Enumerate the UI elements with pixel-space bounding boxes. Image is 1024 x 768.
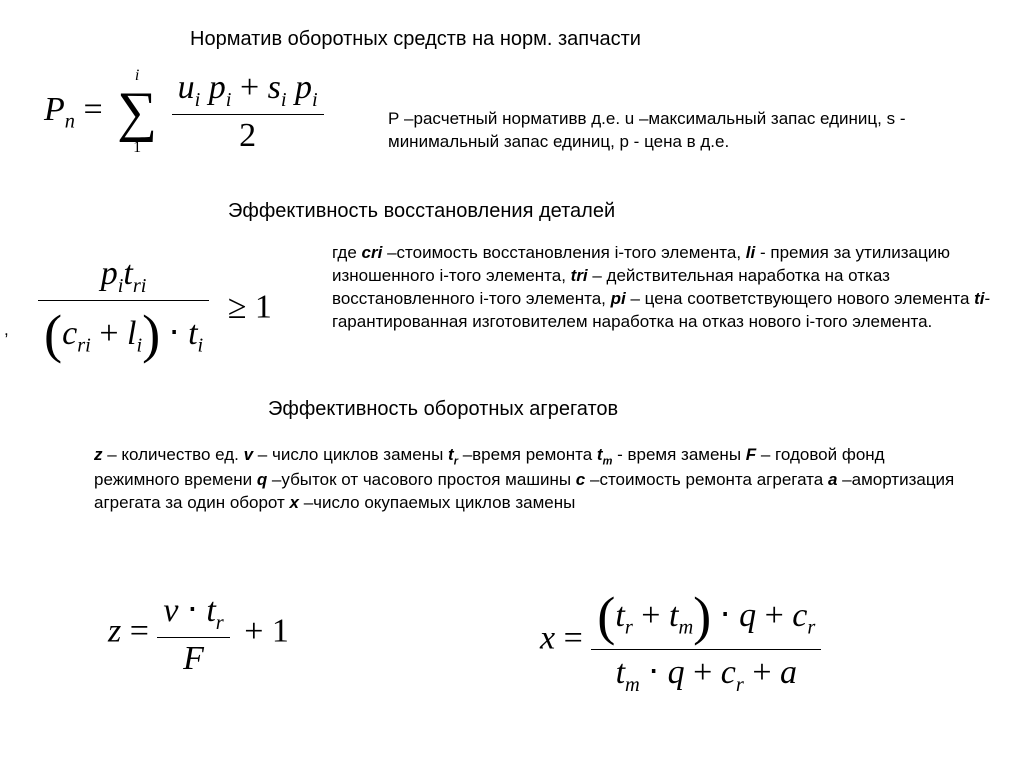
- geq-sign: ≥: [228, 289, 255, 326]
- fraction-2: pitri (cri + li) ⋅ ti: [38, 255, 209, 365]
- denom-1: 2: [172, 115, 324, 155]
- s3-b5: F: [746, 445, 756, 464]
- formula-eff: pitri (cri + li) ⋅ ti ≥ 1: [38, 255, 272, 365]
- sub-n: n: [65, 111, 75, 133]
- plus-one: +: [244, 613, 272, 650]
- one: 1: [255, 289, 272, 326]
- var-P: P: [44, 91, 65, 128]
- s2-b4: pi: [611, 289, 626, 308]
- numer-x: (tr + tm) ⋅ q + cr: [591, 585, 821, 650]
- sigma-symbol: ∑: [117, 84, 157, 140]
- s2-p1: –стоимость восстановления i-того элемент…: [382, 243, 745, 262]
- s3-b7: c: [576, 470, 585, 489]
- page: Норматив оборотных средств на норм. запч…: [0, 0, 1024, 768]
- formula-z: z = v ⋅ tr F + 1: [108, 590, 289, 678]
- section1-heading: Норматив оборотных средств на норм. запч…: [190, 28, 641, 51]
- s3-p7: –стоимость ремонта агрегата: [585, 470, 828, 489]
- s3-b9: x: [290, 493, 299, 512]
- s2-p4: – цена соответствующего нового элемента: [626, 289, 974, 308]
- s3-p2: – число циклов замены: [253, 445, 448, 464]
- s2-b3: tri: [571, 266, 588, 285]
- one-z: 1: [272, 613, 289, 650]
- section2-desc: где cri –стоимость восстановления i-того…: [332, 242, 992, 334]
- var-z: z: [108, 613, 121, 650]
- eq-sign: =: [83, 91, 111, 128]
- s3-p9: –число окупаемых циклов замены: [299, 493, 575, 512]
- denom-x: tm ⋅ q + cr + a: [591, 650, 821, 697]
- eq-sign-z: =: [130, 613, 158, 650]
- fraction-z: v ⋅ tr F: [157, 590, 229, 678]
- s2-b2: li: [746, 243, 755, 262]
- s2-p0: где: [332, 243, 362, 262]
- section2-heading: Эффективность восстановления деталей: [228, 200, 615, 223]
- s3-b1: z: [94, 445, 103, 464]
- fraction-1: ui pi + si pi 2: [172, 69, 324, 155]
- var-x: x: [540, 620, 555, 657]
- s2-b5: ti: [974, 289, 984, 308]
- s3-p4: - время замены: [612, 445, 745, 464]
- formula-x: x = (tr + tm) ⋅ q + cr tm ⋅ q + cr + a: [540, 585, 821, 697]
- denom-z: F: [157, 638, 229, 678]
- eq-sign-x: =: [564, 620, 592, 657]
- numer-2: pitri: [38, 255, 209, 301]
- trailing-comma: ,: [4, 320, 9, 340]
- fraction-x: (tr + tm) ⋅ q + cr tm ⋅ q + cr + a: [591, 585, 821, 697]
- numer-z: v ⋅ tr: [157, 590, 229, 638]
- section1-desc: Р –расчетный нормативв д.е. u –максималь…: [388, 108, 978, 154]
- s3-p1: – количество ед.: [103, 445, 244, 464]
- section3-desc: z – количество ед. v – число циклов заме…: [94, 444, 964, 515]
- s3-p3: –время ремонта: [458, 445, 597, 464]
- numer-1: ui pi + si pi: [172, 69, 324, 115]
- s3-b2: v: [244, 445, 253, 464]
- s3-b4s: m: [603, 455, 613, 467]
- section3-heading: Эффективность оборотных агрегатов: [268, 398, 618, 421]
- s2-b1: cri: [362, 243, 383, 262]
- denom-2: (cri + li) ⋅ ti: [38, 301, 209, 365]
- s3-p6: –убыток от часового простоя машины: [267, 470, 576, 489]
- sigma: i ∑ 1: [117, 68, 157, 156]
- s3-b6: q: [257, 470, 267, 489]
- formula-pn: Pn = i ∑ 1 ui pi + si pi 2: [44, 68, 324, 156]
